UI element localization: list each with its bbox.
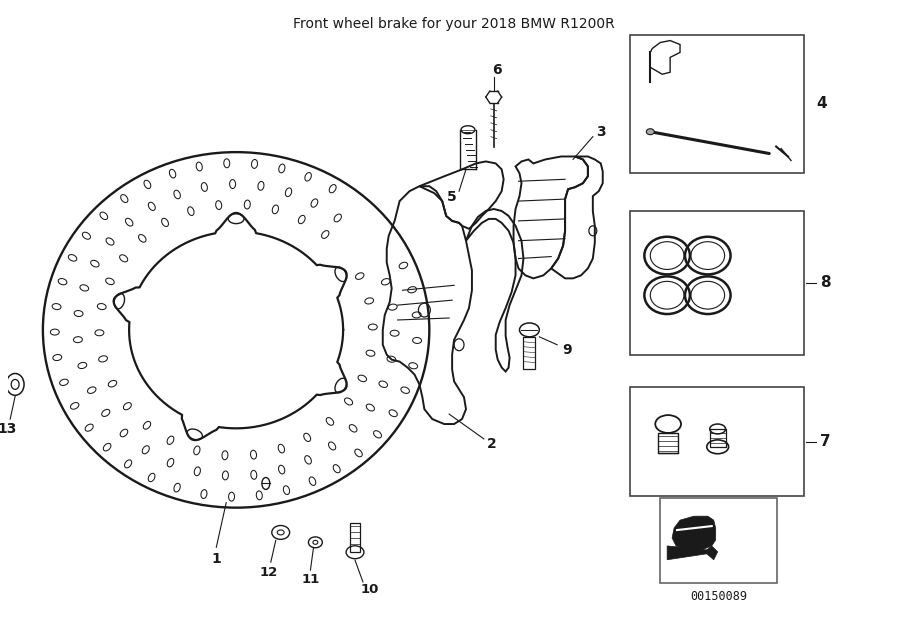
Ellipse shape [646,128,654,135]
Text: 5: 5 [447,190,457,204]
Bar [524,337,536,368]
Bar [658,433,678,453]
Text: 10: 10 [361,583,379,597]
Bar [350,523,360,552]
Text: 12: 12 [260,565,278,579]
Text: 00150089: 00150089 [690,590,747,603]
Text: 9: 9 [562,343,572,357]
Polygon shape [667,546,717,560]
Text: 4: 4 [816,97,827,111]
Text: 6: 6 [492,63,501,78]
Text: 3: 3 [596,125,606,139]
Bar [631,211,804,355]
Bar [631,387,804,496]
Text: 11: 11 [302,574,319,586]
Text: 1: 1 [212,552,221,566]
Text: 13: 13 [0,422,17,436]
Bar [710,429,725,447]
Text: 8: 8 [821,275,831,290]
Polygon shape [672,516,716,550]
Text: 7: 7 [821,434,831,450]
Text: 2: 2 [487,437,497,451]
Text: Front wheel brake for your 2018 BMW R1200R: Front wheel brake for your 2018 BMW R120… [293,17,615,31]
Bar [631,34,804,174]
Bar [661,499,777,583]
